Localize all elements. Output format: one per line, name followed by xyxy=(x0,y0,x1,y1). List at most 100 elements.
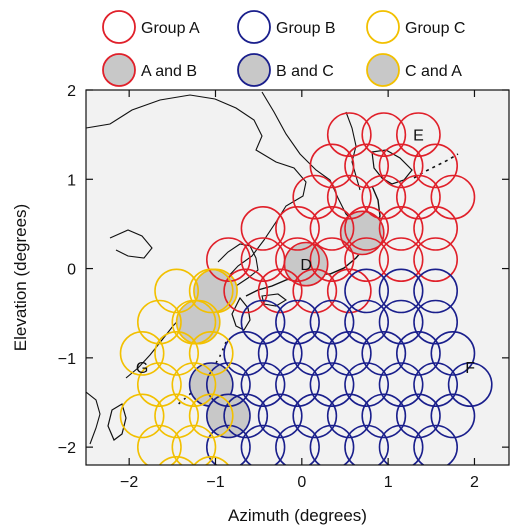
circle-group-b xyxy=(344,362,390,408)
circle-group-b xyxy=(413,424,458,465)
circle-group-c xyxy=(193,456,230,465)
circle-group-a xyxy=(309,143,355,189)
circle-group-a xyxy=(309,237,355,283)
coastline-taiwan xyxy=(107,403,127,441)
circle-group-a xyxy=(240,205,286,251)
circle-group-b xyxy=(309,362,355,408)
axes: −2 −1 0 1 2 −2 −1 0 1 2 Azimuth (degrees) Elevation… xyxy=(11,83,509,525)
circle-group-a xyxy=(240,237,286,283)
circle-group-b xyxy=(447,362,493,408)
circle-group-b xyxy=(344,299,390,345)
circle-group-b xyxy=(275,424,320,465)
circle-group-a xyxy=(275,205,320,251)
circle-group-a xyxy=(292,174,338,220)
circle-group-c xyxy=(188,330,234,376)
circle-group-c xyxy=(171,362,217,408)
circle-group-c xyxy=(154,393,200,439)
circle-group-a xyxy=(275,237,320,283)
circle-group-b xyxy=(275,299,320,345)
x-tick-label: −2 xyxy=(120,474,138,491)
annotation-d: D xyxy=(300,257,312,274)
circle-group-b xyxy=(413,268,459,314)
circle-group-a xyxy=(361,112,407,158)
circle-group-a xyxy=(344,237,390,283)
y-axis-label: Elevation (degrees) xyxy=(11,204,30,351)
circle-group-b xyxy=(257,393,303,439)
circle-group-a xyxy=(205,237,251,283)
coastline-sakhalin xyxy=(345,111,361,191)
circle-group-a xyxy=(378,205,424,251)
circle-group-a xyxy=(344,143,390,189)
circle-group-b xyxy=(309,424,355,465)
circle-group-c xyxy=(158,456,195,465)
legend-label-a-and-b: A and B xyxy=(141,63,197,80)
circle-group-a xyxy=(257,268,303,314)
legend-marker-group-c xyxy=(366,10,400,44)
plot-frame xyxy=(85,89,510,466)
circle-group-b xyxy=(413,299,459,345)
legend-marker-group-b xyxy=(237,10,271,44)
circle-group-a xyxy=(344,205,390,251)
annotation-g: G xyxy=(136,360,148,377)
circle-group-a xyxy=(309,205,355,251)
legend-marker-c-and-a xyxy=(366,53,400,87)
circle-group-b xyxy=(361,393,407,439)
circle-group-c xyxy=(154,268,200,314)
circle-group-b xyxy=(240,424,286,465)
circle-group-c xyxy=(154,330,200,376)
circle-group-b xyxy=(309,299,355,345)
circle-group-a xyxy=(326,174,372,220)
circle-group-a xyxy=(413,143,459,189)
circle-group-a xyxy=(430,174,476,220)
circle-group-b xyxy=(240,299,286,345)
y-tick-label: 2 xyxy=(67,83,76,100)
legend: Group A Group B Group C A and B B and C C and… xyxy=(102,10,465,87)
coastline-map xyxy=(86,91,459,445)
circle-group-a xyxy=(413,237,459,283)
legend-marker-group-a xyxy=(102,10,136,44)
circle-group-a xyxy=(361,174,407,220)
circle-group-b xyxy=(344,268,390,314)
circle-group-a xyxy=(223,268,269,314)
circle-group-b xyxy=(378,299,424,345)
circle-group-b xyxy=(292,393,338,439)
circle-group-c xyxy=(119,330,165,376)
coastline-kyushu xyxy=(231,296,251,331)
circle-group-b xyxy=(275,362,320,408)
circle-group-b xyxy=(378,268,424,314)
annotations: D E F G xyxy=(136,128,475,377)
legend-label-group-c: Group C xyxy=(405,20,465,37)
circle-group-b xyxy=(240,362,286,408)
circle-group-b xyxy=(223,330,269,376)
y-tick-label: 1 xyxy=(67,172,76,189)
circle-group-b xyxy=(430,330,476,376)
circle-group-b xyxy=(205,362,251,408)
circle-group-a xyxy=(378,143,424,189)
circle-group-b xyxy=(395,393,441,439)
x-tick-label: 0 xyxy=(297,474,306,491)
circle-group-b xyxy=(395,330,441,376)
circle-group-b xyxy=(257,330,303,376)
circle-group-b xyxy=(326,393,372,439)
y-tick-label: −2 xyxy=(58,440,76,457)
annotation-e: E xyxy=(413,128,424,145)
coastline-china-south xyxy=(86,391,101,445)
circle-group-c xyxy=(171,299,217,345)
circle-group-c xyxy=(188,268,234,314)
circle-group-b xyxy=(378,362,424,408)
y-tick-label: 0 xyxy=(67,262,76,279)
y-tick-label: −1 xyxy=(58,351,76,368)
x-tick-label: −1 xyxy=(206,474,224,491)
coastline-bohai xyxy=(109,229,153,259)
circle-group-b xyxy=(378,424,424,465)
legend-label-group-b: Group B xyxy=(276,20,336,37)
x-tick-label: 1 xyxy=(384,474,393,491)
circle-group-a xyxy=(292,268,338,314)
circle-group-b xyxy=(326,330,372,376)
annotation-f: F xyxy=(465,360,475,377)
legend-label-c-and-a: C and A xyxy=(405,63,462,80)
circle-group-c xyxy=(188,393,234,439)
circle-group-a xyxy=(378,237,424,283)
circle-group-a xyxy=(326,112,372,158)
